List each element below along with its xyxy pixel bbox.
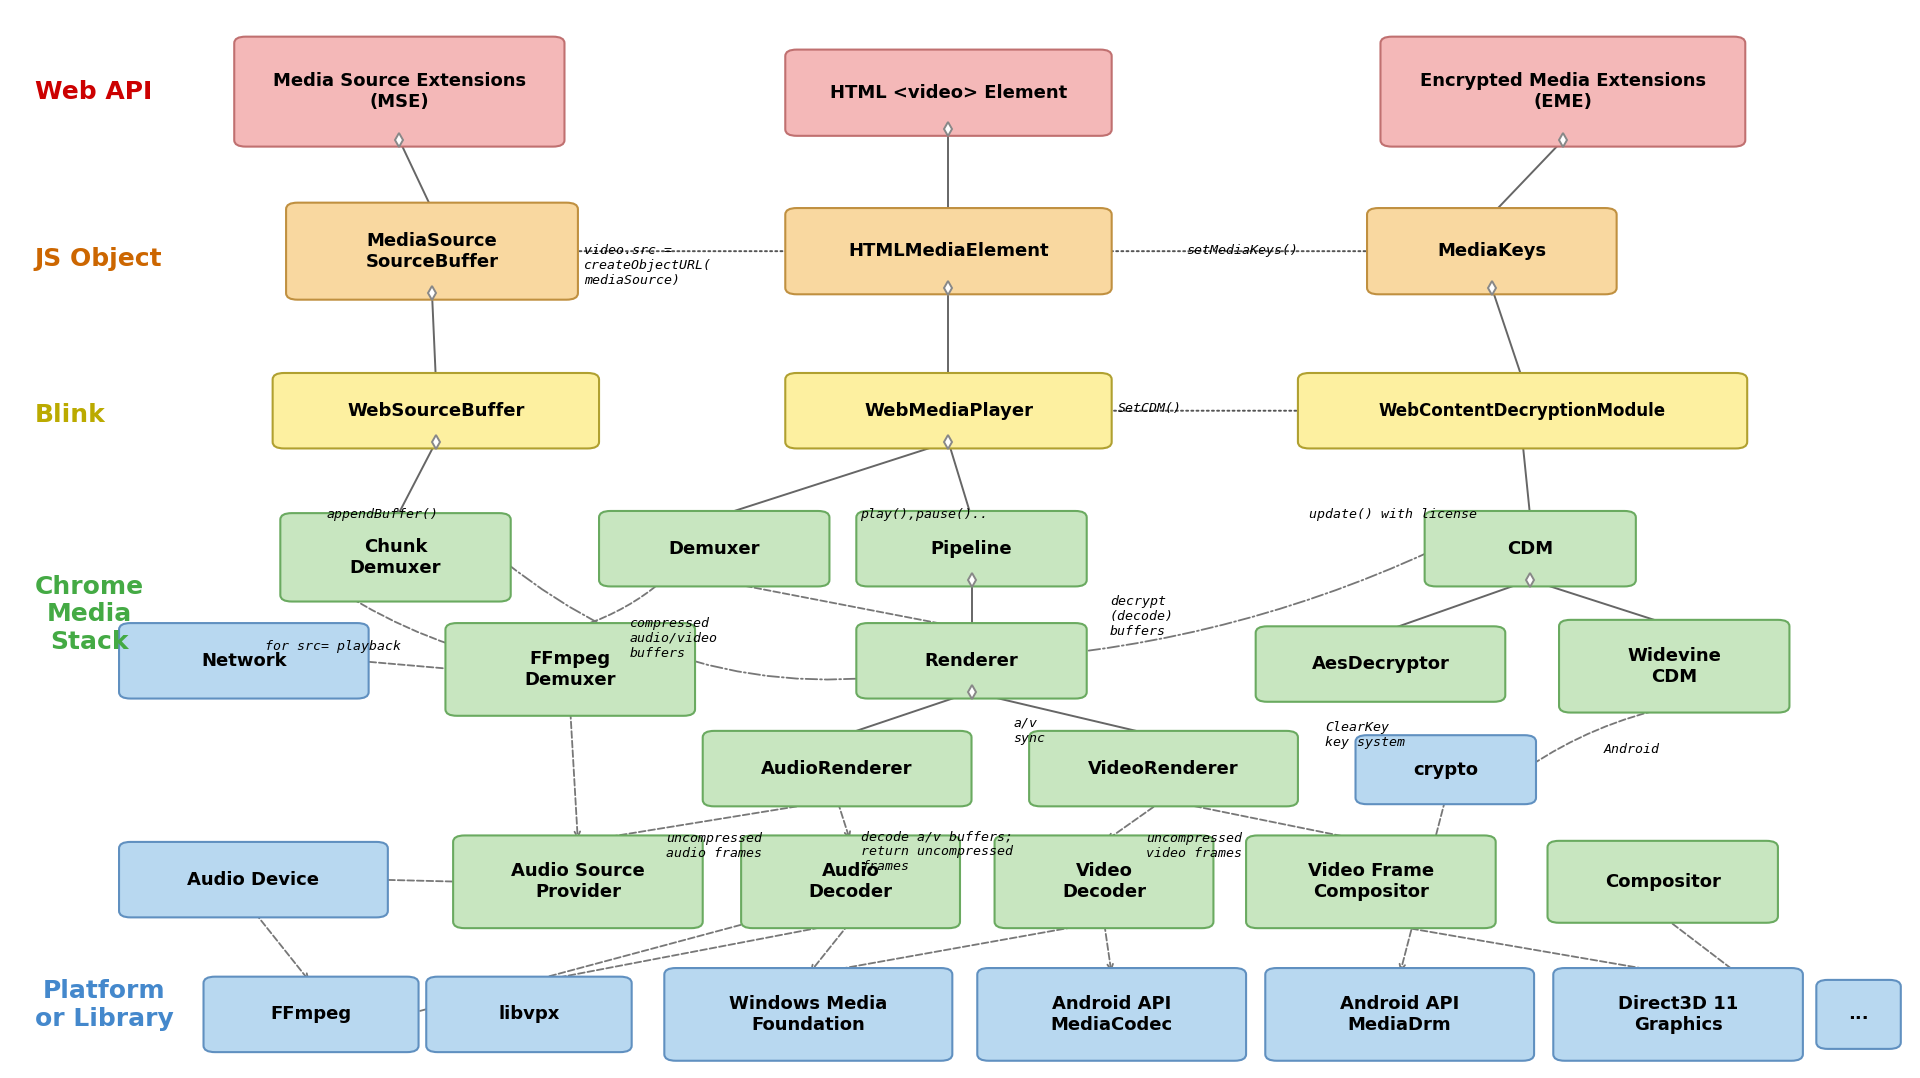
Text: HTMLMediaElement: HTMLMediaElement — [849, 243, 1048, 260]
Text: FFmpeg
Demuxer: FFmpeg Demuxer — [524, 650, 616, 689]
Text: for src= playback: for src= playback — [265, 640, 401, 653]
FancyBboxPatch shape — [1816, 980, 1901, 1049]
Text: Encrypted Media Extensions
(EME): Encrypted Media Extensions (EME) — [1419, 72, 1707, 111]
Text: Video Frame
Compositor: Video Frame Compositor — [1308, 862, 1434, 901]
FancyBboxPatch shape — [1553, 968, 1803, 1061]
FancyBboxPatch shape — [204, 977, 419, 1052]
Text: AesDecryptor: AesDecryptor — [1311, 655, 1450, 673]
Text: Web API: Web API — [35, 80, 152, 103]
Text: JS Object: JS Object — [35, 247, 161, 271]
Text: ClearKey
key system: ClearKey key system — [1325, 721, 1405, 749]
Text: uncompressed
video frames: uncompressed video frames — [1146, 832, 1242, 860]
FancyBboxPatch shape — [286, 203, 578, 300]
Text: ...: ... — [1849, 1006, 1868, 1023]
Text: uncompressed
audio frames: uncompressed audio frames — [666, 832, 762, 860]
Text: Pipeline: Pipeline — [931, 540, 1012, 557]
FancyBboxPatch shape — [1029, 731, 1298, 806]
Text: Widevine
CDM: Widevine CDM — [1628, 647, 1720, 686]
Text: Chrome
Media
Stack: Chrome Media Stack — [35, 575, 144, 654]
FancyBboxPatch shape — [785, 50, 1112, 136]
Text: Video
Decoder: Video Decoder — [1062, 862, 1146, 901]
Text: Compositor: Compositor — [1605, 873, 1720, 890]
Text: Android API
MediaCodec: Android API MediaCodec — [1050, 995, 1173, 1034]
Text: decode a/v buffers;
return uncompressed
frames: decode a/v buffers; return uncompressed … — [860, 830, 1014, 873]
FancyBboxPatch shape — [856, 511, 1087, 586]
FancyBboxPatch shape — [1265, 968, 1534, 1061]
Text: Android: Android — [1603, 743, 1659, 756]
FancyBboxPatch shape — [119, 842, 388, 917]
FancyBboxPatch shape — [1367, 208, 1617, 294]
Text: Blink: Blink — [35, 403, 106, 427]
FancyBboxPatch shape — [856, 623, 1087, 699]
FancyBboxPatch shape — [1356, 735, 1536, 804]
Text: AudioRenderer: AudioRenderer — [762, 760, 912, 777]
FancyBboxPatch shape — [785, 208, 1112, 294]
FancyBboxPatch shape — [664, 968, 952, 1061]
Text: Android API
MediaDrm: Android API MediaDrm — [1340, 995, 1459, 1034]
Text: play(),pause()..: play(),pause().. — [860, 508, 989, 521]
FancyBboxPatch shape — [1425, 511, 1636, 586]
Text: WebSourceBuffer: WebSourceBuffer — [348, 402, 524, 419]
Text: Audio
Decoder: Audio Decoder — [808, 862, 893, 901]
Text: Renderer: Renderer — [925, 652, 1018, 669]
FancyBboxPatch shape — [119, 623, 369, 699]
Text: Platform
or Library: Platform or Library — [35, 979, 173, 1031]
Text: WebMediaPlayer: WebMediaPlayer — [864, 402, 1033, 419]
Text: Direct3D 11
Graphics: Direct3D 11 Graphics — [1619, 995, 1738, 1034]
Text: compressed
audio/video
buffers: compressed audio/video buffers — [630, 617, 718, 660]
Text: Media Source Extensions
(MSE): Media Source Extensions (MSE) — [273, 72, 526, 111]
Text: Audio Device: Audio Device — [188, 871, 319, 888]
FancyBboxPatch shape — [1559, 620, 1789, 713]
Text: libvpx: libvpx — [499, 1006, 559, 1023]
FancyBboxPatch shape — [1298, 373, 1747, 448]
FancyBboxPatch shape — [1256, 626, 1505, 702]
Text: WebContentDecryptionModule: WebContentDecryptionModule — [1379, 402, 1667, 419]
FancyBboxPatch shape — [741, 835, 960, 928]
Text: CDM: CDM — [1507, 540, 1553, 557]
Text: Network: Network — [202, 652, 286, 669]
FancyBboxPatch shape — [1246, 835, 1496, 928]
Text: Chunk
Demuxer: Chunk Demuxer — [349, 538, 442, 577]
Text: Windows Media
Foundation: Windows Media Foundation — [730, 995, 887, 1034]
Text: MediaSource
SourceBuffer: MediaSource SourceBuffer — [365, 232, 499, 271]
Text: crypto: crypto — [1413, 761, 1478, 778]
Text: decrypt
(decode)
buffers: decrypt (decode) buffers — [1110, 595, 1173, 638]
Text: HTML <video> Element: HTML <video> Element — [829, 84, 1068, 101]
FancyBboxPatch shape — [703, 731, 972, 806]
Text: update() with license: update() with license — [1309, 508, 1478, 521]
FancyBboxPatch shape — [234, 37, 564, 147]
Text: Audio Source
Provider: Audio Source Provider — [511, 862, 645, 901]
FancyBboxPatch shape — [785, 373, 1112, 448]
FancyBboxPatch shape — [1380, 37, 1745, 147]
FancyBboxPatch shape — [599, 511, 829, 586]
FancyBboxPatch shape — [453, 835, 703, 928]
FancyBboxPatch shape — [280, 513, 511, 602]
Text: setMediaKeys(): setMediaKeys() — [1187, 244, 1298, 257]
Text: a/v
sync: a/v sync — [1014, 717, 1044, 745]
FancyBboxPatch shape — [977, 968, 1246, 1061]
FancyBboxPatch shape — [273, 373, 599, 448]
Text: VideoRenderer: VideoRenderer — [1089, 760, 1238, 777]
Text: video.src =
createObjectURL(
mediaSource): video.src = createObjectURL( mediaSource… — [584, 244, 712, 287]
FancyBboxPatch shape — [995, 835, 1213, 928]
Text: appendBuffer(): appendBuffer() — [326, 508, 438, 521]
FancyBboxPatch shape — [426, 977, 632, 1052]
Text: MediaKeys: MediaKeys — [1438, 243, 1546, 260]
Text: Demuxer: Demuxer — [668, 540, 760, 557]
FancyBboxPatch shape — [1548, 841, 1778, 923]
Text: FFmpeg: FFmpeg — [271, 1006, 351, 1023]
FancyBboxPatch shape — [445, 623, 695, 716]
Text: SetCDM(): SetCDM() — [1117, 402, 1181, 415]
